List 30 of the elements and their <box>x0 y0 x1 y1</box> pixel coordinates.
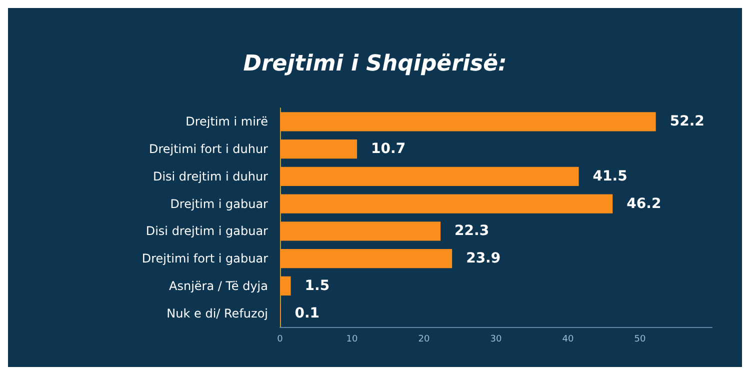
y-tick-label: Disi drejtim i gabuar <box>146 224 268 238</box>
bar <box>280 194 613 214</box>
data-label: 46.2 <box>626 196 662 212</box>
y-tick-label: Disi drejtim i duhur <box>152 169 268 184</box>
data-label: 22.3 <box>454 223 490 240</box>
x-tick-label: 0 <box>277 334 284 344</box>
bar <box>280 222 441 241</box>
bar <box>280 112 656 132</box>
y-tick-label: Drejtimi fort i gabuar <box>142 252 268 266</box>
data-label: 10.7 <box>371 141 406 158</box>
x-tick-label: 30 <box>490 334 502 344</box>
bar <box>280 276 291 296</box>
bar <box>280 248 452 268</box>
data-label: 0.1 <box>294 305 320 322</box>
bar <box>280 139 358 159</box>
y-tick-label: Drejtimi fort i duhur <box>148 142 268 156</box>
y-tick-label: Nuk e di/ Refuzoj <box>166 306 268 320</box>
data-label: 23.9 <box>466 250 501 267</box>
data-label: 52.2 <box>670 114 704 130</box>
x-tick-label: 10 <box>346 334 358 344</box>
data-label: 41.5 <box>592 168 628 184</box>
chart-title: Drejtimi i Shqipërisë: <box>243 52 507 76</box>
y-tick-label: Asnjëra / Të dyja <box>169 278 268 293</box>
y-tick-label: Drejtim i gabuar <box>170 196 268 211</box>
bar <box>280 166 579 186</box>
x-tick-label: 20 <box>418 334 430 344</box>
y-tick-label: Drejtim i mirë <box>186 114 268 129</box>
x-tick-label: 40 <box>562 334 574 344</box>
x-tick-label: 50 <box>634 334 646 344</box>
data-label: 1.5 <box>304 278 330 294</box>
